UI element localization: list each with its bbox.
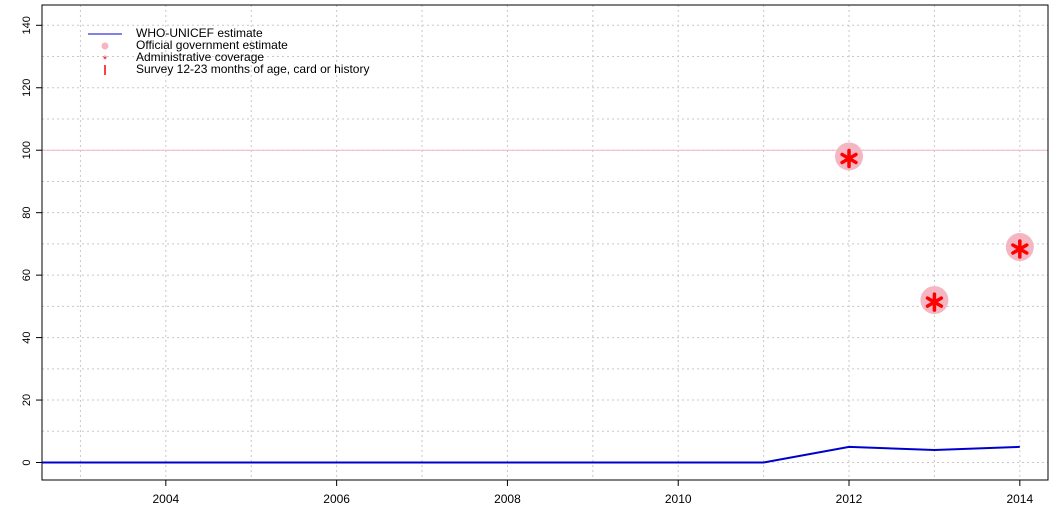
- admin-point: [925, 292, 944, 312]
- x-tick-label: 2008: [494, 492, 521, 506]
- y-tick-label: 20: [21, 394, 33, 406]
- x-tick-label: 2010: [665, 492, 692, 506]
- legend-label: Survey 12-23 months of age, card or hist…: [136, 62, 369, 76]
- y-tick-label: 140: [21, 16, 33, 34]
- admin-point: [840, 148, 858, 169]
- legend-swatch: *: [103, 54, 108, 66]
- plot-border: [41, 4, 1049, 481]
- y-tick-label: 40: [21, 331, 33, 343]
- legend-label: WHO-UNICEF estimate: [136, 26, 263, 40]
- y-tick-label: 100: [21, 141, 33, 159]
- line-series: [42, 445, 1020, 464]
- y-tick-label: 0: [21, 459, 33, 465]
- legend-label: Official government estimate: [136, 38, 288, 52]
- legend-label: Administrative coverage: [136, 50, 264, 64]
- y-tick-label: 60: [21, 269, 33, 281]
- x-tick-label: 2012: [836, 492, 863, 506]
- y-tick-label: 80: [21, 207, 33, 219]
- x-tick-label: 2004: [152, 492, 179, 506]
- plot-area: [42, 142, 1034, 464]
- legend-swatch: [101, 42, 109, 50]
- x-tick-label: 2006: [323, 492, 350, 506]
- x-tick-label: 2014: [1006, 492, 1033, 506]
- y-tick-label: 120: [21, 79, 33, 97]
- admin-point: [1011, 239, 1029, 259]
